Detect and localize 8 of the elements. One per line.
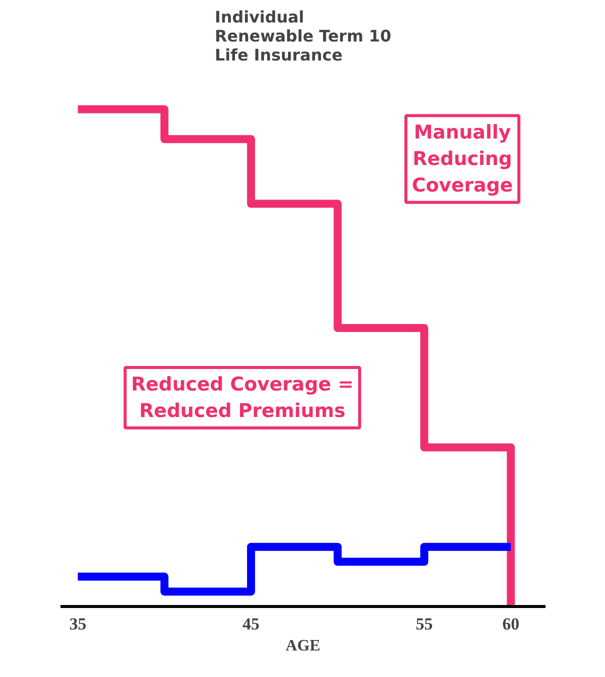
x-tick-label: 55	[416, 614, 433, 634]
chart-title: Individual Renewable Term 10 Life Insurance	[214, 8, 392, 64]
annotation: Manually Reducing Coverage	[412, 122, 513, 196]
x-tick-label: 35	[69, 614, 86, 634]
x-tick-label: 45	[242, 614, 260, 634]
x-axis-title: AGE	[286, 638, 320, 654]
x-tick-label: 60	[502, 614, 520, 634]
annotation: Reduced Coverage = Reduced Premiums	[131, 373, 354, 422]
